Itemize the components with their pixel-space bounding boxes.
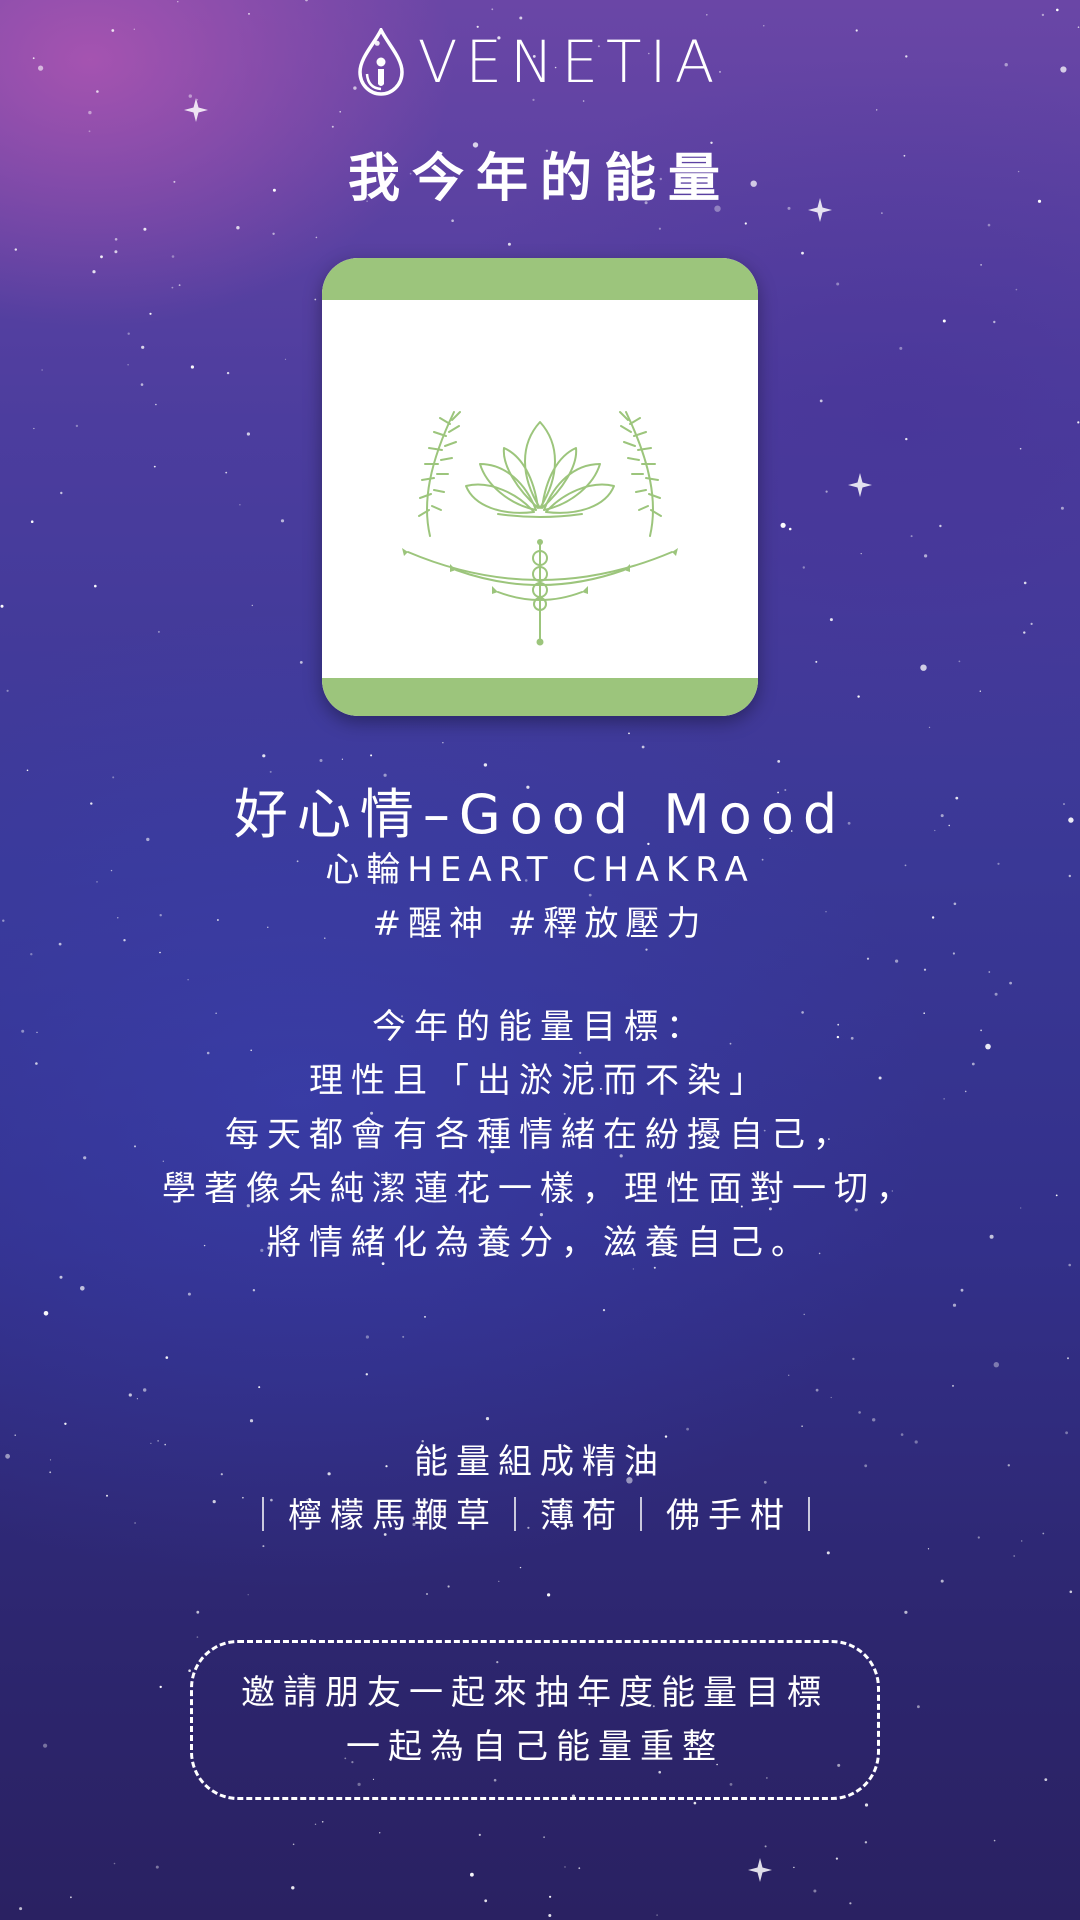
drop-logo-icon bbox=[357, 28, 404, 96]
brand-name: VENETIA bbox=[417, 28, 723, 96]
brand-header: VENETIA bbox=[0, 28, 1080, 96]
oils-list: ｜檸檬馬鞭草｜薄荷｜佛手柑｜ bbox=[246, 1496, 834, 1536]
oils-title: 能量組成精油 bbox=[414, 1442, 666, 1482]
goal-line: 理性且「出淤泥而不染」 bbox=[309, 1061, 771, 1101]
lotus-chakra-icon bbox=[402, 411, 678, 646]
goal-heading: 今年的能量目標： bbox=[372, 1007, 708, 1047]
goal-line: 學著像朵純潔蓮花一樣，理性面對一切， bbox=[162, 1169, 918, 1209]
mood-title: 好心情–Good Mood bbox=[233, 783, 847, 846]
card-bottom-band bbox=[322, 678, 758, 716]
card-top-band bbox=[322, 258, 758, 300]
energy-goal: 今年的能量目標： 理性且「出淤泥而不染」 每天都會有各種情緒在紛擾自己， 學著像… bbox=[0, 1000, 1080, 1270]
invite-friends-button[interactable]: 邀請朋友一起來抽年度能量目標 一起為自己能量重整 bbox=[190, 1640, 880, 1800]
chakra-name: 心輪HEART CHAKRA bbox=[325, 850, 755, 890]
page-title: 我今年的能量 bbox=[347, 149, 732, 209]
invite-line-2: 一起為自己能量重整 bbox=[346, 1727, 724, 1767]
goal-line: 每天都會有各種情緒在紛擾自己， bbox=[225, 1115, 855, 1155]
energy-card bbox=[322, 258, 758, 716]
invite-line-1: 邀請朋友一起來抽年度能量目標 bbox=[241, 1673, 829, 1713]
goal-line: 將情緒化為養分，滋養自己。 bbox=[267, 1223, 813, 1263]
mood-tags: #醒神 #釋放壓力 bbox=[372, 904, 708, 944]
